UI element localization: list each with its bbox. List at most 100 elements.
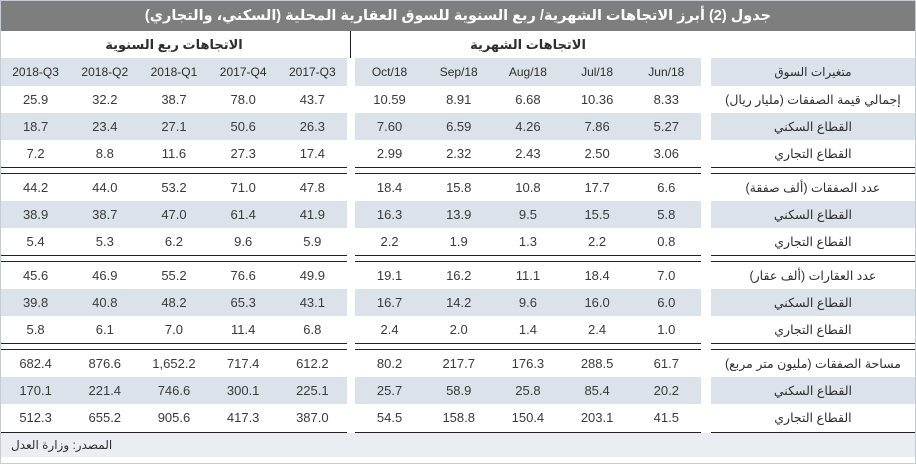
monthly-cell: 6.0 — [631, 289, 701, 316]
group-separator — [1, 343, 915, 350]
monthly-cell: 176.3 — [493, 350, 563, 377]
separator-segment — [354, 255, 425, 262]
monthly-cell: 8.91 — [424, 86, 494, 113]
column-gap — [700, 140, 711, 167]
monthly-cell: 41.5 — [631, 404, 701, 431]
column-gap — [346, 289, 355, 316]
quarterly-section-label: الاتجاهات ربع السنوية — [105, 36, 243, 52]
quarterly-cell: 65.3 — [208, 289, 278, 316]
column-header-row: 2018-Q3 2018-Q2 2018-Q1 2017-Q4 2017-Q3 Oct/1… — [1, 58, 915, 86]
separator-segment — [493, 343, 563, 350]
row-label: القطاع التجاري — [710, 316, 915, 343]
column-gap — [700, 228, 711, 255]
quarterly-cell: 8.8 — [70, 140, 140, 167]
quarterly-cell: 18.7 — [1, 113, 71, 140]
section-header-spacer — [701, 31, 711, 58]
monthly-cell: 288.5 — [562, 350, 632, 377]
monthly-cell: 25.7 — [354, 377, 425, 404]
table-row: 5.8 6.1 7.0 11.4 6.8 2.4 2.0 1.4 2.4 1.0 القطاع ال… — [1, 316, 915, 343]
separator-segment — [424, 167, 494, 174]
separator-segment — [424, 343, 494, 350]
separator-segment — [277, 343, 347, 350]
quarterly-cell: 5.9 — [277, 228, 347, 255]
quarterly-cell: 221.4 — [70, 377, 140, 404]
quarterly-cell: 7.0 — [139, 316, 209, 343]
bottom-line-segment — [631, 431, 701, 433]
table-row: 170.1 221.4 746.6 300.1 225.1 25.7 58.9 25.8 85.… — [1, 377, 915, 404]
quarterly-cell: 32.2 — [70, 86, 140, 113]
monthly-cell: 85.4 — [562, 377, 632, 404]
quarterly-cell: 717.4 — [208, 350, 278, 377]
monthly-cell: 7.0 — [631, 262, 701, 289]
quarterly-cell: 76.6 — [208, 262, 278, 289]
monthly-cell: 2.50 — [562, 140, 632, 167]
bottom-line-segment — [424, 431, 494, 433]
quarterly-cell: 55.2 — [139, 262, 209, 289]
monthly-cell: 3.06 — [631, 140, 701, 167]
row-label: عدد الصفقات (ألف صفقة) — [710, 174, 915, 201]
row-label: القطاع السكني — [710, 113, 915, 140]
monthly-cell: 6.59 — [424, 113, 494, 140]
bottom-line-segment — [493, 431, 563, 433]
column-gap — [700, 174, 711, 201]
column-gap — [700, 58, 711, 86]
quarterly-cell: 5.4 — [1, 228, 71, 255]
separator-segment — [70, 167, 140, 174]
section-header-label-area — [711, 31, 915, 58]
group-separator — [1, 167, 915, 174]
monthly-cell: 11.1 — [493, 262, 563, 289]
table-row: 25.9 32.2 38.7 78.0 43.7 10.59 8.91 6.68 10.36 8.… — [1, 86, 915, 113]
quarterly-cell: 39.8 — [1, 289, 71, 316]
quarterly-cell: 876.6 — [70, 350, 140, 377]
separator-segment — [631, 167, 701, 174]
quarterly-cell: 40.8 — [70, 289, 140, 316]
quarterly-cell: 612.2 — [277, 350, 347, 377]
row-label: القطاع التجاري — [710, 404, 915, 431]
quarterly-cell: 27.3 — [208, 140, 278, 167]
separator-segment — [139, 343, 209, 350]
column-gap — [346, 262, 355, 289]
quarterly-cell: 9.6 — [208, 228, 278, 255]
bottom-line-segment — [354, 431, 425, 433]
separator-segment — [493, 255, 563, 262]
quarterly-column-header: 2018-Q3 — [1, 58, 71, 86]
bottom-line-segment — [277, 431, 347, 433]
quarterly-cell: 41.9 — [277, 201, 347, 228]
monthly-cell: 2.43 — [493, 140, 563, 167]
column-gap — [700, 262, 711, 289]
table-bottom-line — [1, 431, 915, 433]
separator-segment — [70, 255, 140, 262]
quarterly-cell: 5.8 — [1, 316, 71, 343]
monthly-column-header: Sep/18 — [424, 58, 494, 86]
monthly-cell: 16.7 — [354, 289, 425, 316]
separator-segment — [562, 167, 632, 174]
monthly-section-label: الاتجاهات الشهرية — [470, 36, 586, 52]
separator-segment — [493, 167, 563, 174]
column-gap — [700, 86, 711, 113]
column-gap — [346, 228, 355, 255]
monthly-cell: 15.8 — [424, 174, 494, 201]
table-row: 5.4 5.3 6.2 9.6 5.9 2.2 1.9 1.3 2.2 0.8 القطاع الت… — [1, 228, 915, 255]
quarterly-cell: 655.2 — [70, 404, 140, 431]
bottom-line-segment — [208, 431, 278, 433]
quarterly-cell: 6.2 — [139, 228, 209, 255]
column-gap — [346, 174, 355, 201]
monthly-column-header: Aug/18 — [493, 58, 563, 86]
row-label: القطاع التجاري — [710, 140, 915, 167]
column-gap — [700, 377, 711, 404]
separator-segment — [139, 167, 209, 174]
quarterly-column-header: 2017-Q3 — [277, 58, 347, 86]
bottom-line-segment — [562, 431, 632, 433]
monthly-cell: 2.32 — [424, 140, 494, 167]
separator-segment — [710, 343, 915, 350]
bottom-line-segment — [710, 431, 915, 433]
monthly-cell: 4.26 — [493, 113, 563, 140]
quarterly-cell: 746.6 — [139, 377, 209, 404]
monthly-cell: 217.7 — [424, 350, 494, 377]
monthly-column-header: Jun/18 — [631, 58, 701, 86]
monthly-cell: 2.4 — [354, 316, 425, 343]
column-gap — [346, 58, 355, 86]
separator-segment — [70, 343, 140, 350]
quarterly-cell: 1,652.2 — [139, 350, 209, 377]
